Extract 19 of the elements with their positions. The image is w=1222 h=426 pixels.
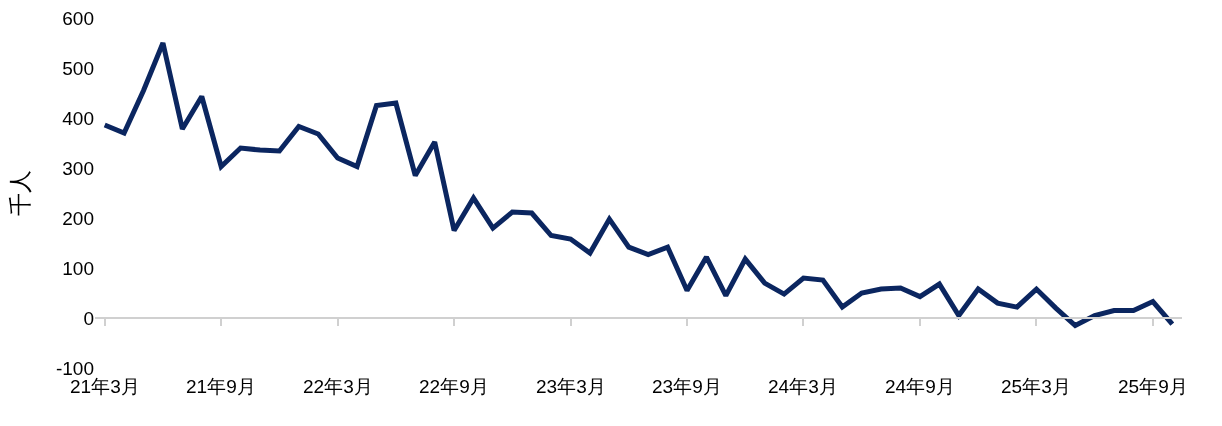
y-tick-label: 400 (62, 107, 94, 129)
x-tick-label: 22年3月 (303, 376, 373, 397)
x-tick-label: 25年3月 (1001, 376, 1071, 397)
x-tick-label: 24年9月 (885, 376, 955, 397)
x-tick-label: 21年3月 (70, 376, 140, 397)
y-tick-label: 500 (62, 57, 94, 79)
y-axis-title: 千人 (7, 170, 34, 217)
y-tick-label: 0 (83, 307, 94, 329)
y-tick-label: 600 (62, 7, 94, 29)
x-tick-label: 24年3月 (768, 376, 838, 397)
y-tick-label: 200 (62, 207, 94, 229)
y-tick-label: -100 (55, 357, 94, 379)
x-tick-label: 23年9月 (652, 376, 722, 397)
x-tick-label: 25年9月 (1118, 376, 1188, 397)
x-tick-label: 21年9月 (186, 376, 256, 397)
y-tick-label: 300 (62, 157, 94, 179)
y-tick-label: 100 (62, 257, 94, 279)
x-tick-label: 23年3月 (536, 376, 606, 397)
x-tick-label: 22年9月 (419, 376, 489, 397)
